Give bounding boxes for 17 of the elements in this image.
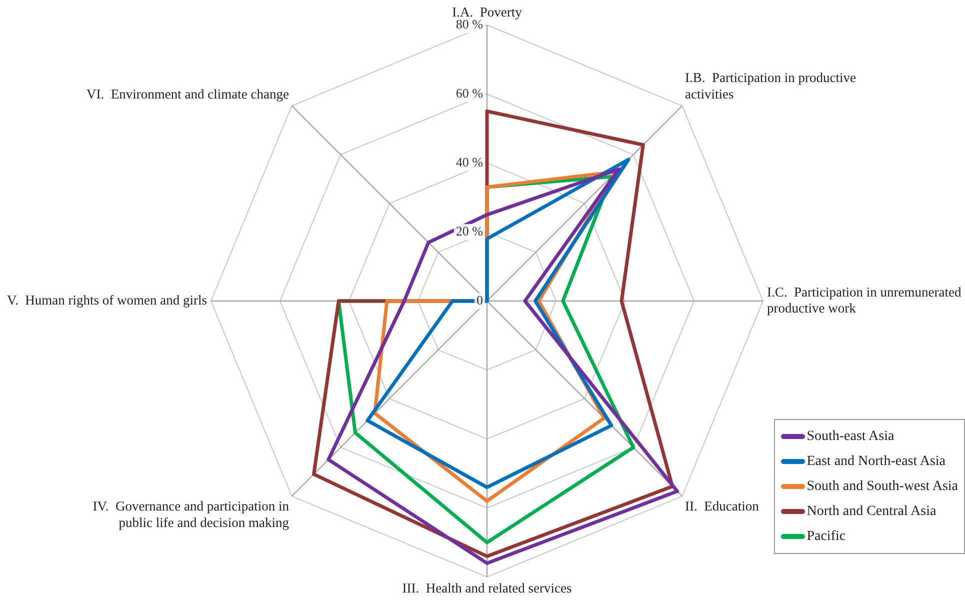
legend-label: East and North-east Asia (806, 454, 946, 470)
spoke-label: VI. Environment and climate change (86, 86, 289, 102)
y-tick-label: 40 % (456, 154, 484, 170)
y-tick-label: 60 % (456, 85, 484, 100)
spoke-label: V. Human rights of women and girls (7, 292, 207, 308)
legend-label: South and South-west Asia (806, 478, 958, 494)
legend-label: Pacific (806, 528, 846, 544)
legend-label: North and Central Asia (806, 504, 936, 520)
legend-label: South-east Asia (806, 428, 894, 444)
spoke-label: I.C. Participation in unremunerated productive work (767, 284, 962, 316)
y-tick-label: 80 % (456, 16, 484, 32)
spoke-label: II. Education (685, 498, 760, 514)
spoke-label: I.B. Participation in productive activities (685, 70, 856, 102)
y-tick-label: 0 (476, 292, 483, 308)
y-tick-label: 20 % (456, 223, 484, 238)
spoke-label: IV. Governance and participation in public life and decision making (92, 498, 290, 530)
spoke-label: III. Health and related services (402, 580, 572, 596)
